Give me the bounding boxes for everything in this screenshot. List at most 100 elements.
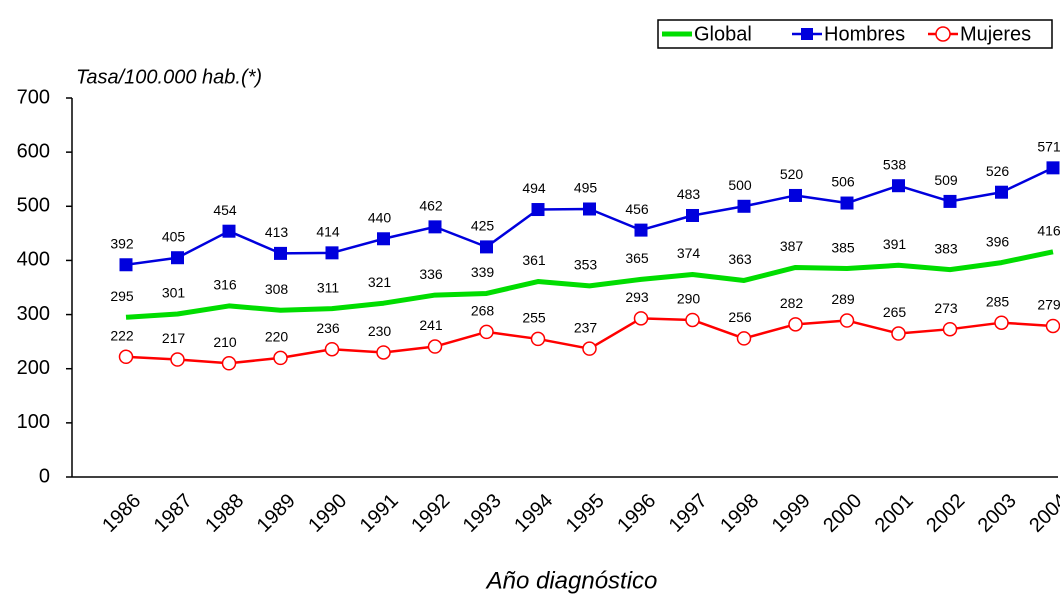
y-axis-title: Tasa/100.000 hab.(*) [76, 66, 262, 88]
point [736, 331, 752, 346]
data-label: 495 [574, 180, 598, 196]
data-label: 392 [110, 235, 134, 251]
point [685, 312, 700, 328]
point [839, 313, 855, 328]
point [428, 220, 442, 234]
data-label: 265 [883, 304, 907, 320]
point [427, 339, 443, 354]
data-label: 237 [574, 319, 598, 335]
point [222, 224, 236, 238]
x-tick-label: 1986 [98, 490, 145, 537]
data-label: 440 [368, 209, 392, 225]
series-line [125, 249, 1054, 320]
data-label: 454 [213, 202, 237, 218]
point [995, 185, 1008, 199]
data-label: 506 [831, 174, 855, 190]
point [891, 326, 906, 341]
point [273, 350, 288, 366]
y-tick-label: 400 [17, 249, 50, 271]
point [1045, 318, 1060, 334]
data-label: 255 [522, 310, 546, 326]
data-label: 462 [419, 198, 443, 214]
data-label: 316 [213, 277, 237, 293]
data-label: 285 [986, 293, 1010, 309]
data-label: 391 [883, 236, 907, 252]
data-label: 416 [1037, 222, 1060, 238]
x-tick-label: 1995 [562, 490, 609, 537]
data-label: 230 [368, 323, 392, 339]
data-label: 220 [265, 329, 289, 345]
point [633, 311, 649, 326]
x-tick-label: 1991 [356, 490, 403, 537]
data-label: 396 [986, 233, 1010, 249]
x-tick-label: 1990 [304, 490, 351, 537]
x-tick-label: 1993 [459, 490, 506, 537]
legend-marker [801, 28, 813, 40]
data-label: 336 [419, 266, 443, 282]
x-tick-label: 1999 [768, 490, 815, 537]
point [119, 258, 133, 272]
point [479, 324, 494, 340]
legend-label: Global [694, 23, 752, 45]
point [480, 240, 493, 254]
data-label: 385 [831, 239, 855, 255]
legend-label: Hombres [824, 23, 905, 45]
data-label: 425 [471, 218, 495, 234]
legend-box [657, 19, 1053, 49]
data-label: 339 [471, 264, 495, 280]
point [942, 321, 958, 337]
point [686, 208, 699, 222]
x-tick-label: 1996 [613, 490, 660, 537]
y-tick-label: 600 [17, 140, 50, 162]
data-label: 361 [522, 252, 546, 268]
point [171, 251, 184, 265]
data-label: 456 [625, 201, 649, 217]
point [376, 345, 391, 360]
point [324, 341, 340, 357]
data-label: 308 [265, 281, 289, 297]
data-label: 236 [316, 320, 340, 336]
data-label: 363 [728, 251, 752, 267]
point [221, 356, 237, 371]
data-label: 301 [162, 285, 186, 301]
data-label: 210 [213, 334, 237, 350]
legend-marker [935, 26, 951, 42]
y-tick-label: 100 [17, 411, 50, 433]
y-tick-label: 200 [17, 357, 50, 379]
x-tick-label: 1994 [510, 490, 557, 537]
x-tick-label: 2000 [819, 490, 866, 537]
data-label: 311 [317, 279, 340, 295]
x-tick-label: 1997 [665, 490, 712, 537]
data-label: 383 [934, 240, 958, 256]
x-tick-label: 1998 [716, 490, 763, 537]
data-label: 321 [368, 274, 392, 290]
x-tick-label: 2004 [1025, 490, 1060, 537]
y-tick-label: 500 [17, 195, 50, 217]
data-label: 538 [883, 156, 907, 172]
data-label: 268 [471, 303, 495, 319]
data-label: 353 [574, 257, 598, 273]
data-label: 526 [986, 163, 1010, 179]
point [170, 352, 185, 367]
data-label: 256 [728, 309, 752, 325]
data-label: 520 [780, 166, 804, 182]
point [530, 331, 546, 347]
x-tick-label: 1992 [407, 490, 454, 537]
point [840, 196, 854, 210]
point [943, 194, 957, 208]
data-label: 509 [934, 172, 958, 188]
data-label: 405 [162, 228, 186, 244]
point [325, 246, 339, 260]
data-label: 293 [625, 289, 649, 305]
data-label: 290 [677, 291, 701, 307]
data-label: 273 [934, 300, 958, 316]
y-tick-label: 700 [17, 86, 50, 108]
data-label: 289 [831, 291, 855, 307]
y-tick-label: 0 [39, 465, 50, 487]
point [583, 202, 596, 216]
data-label: 282 [780, 295, 804, 311]
point [582, 341, 597, 356]
point [737, 199, 751, 213]
data-label: 241 [419, 317, 443, 333]
